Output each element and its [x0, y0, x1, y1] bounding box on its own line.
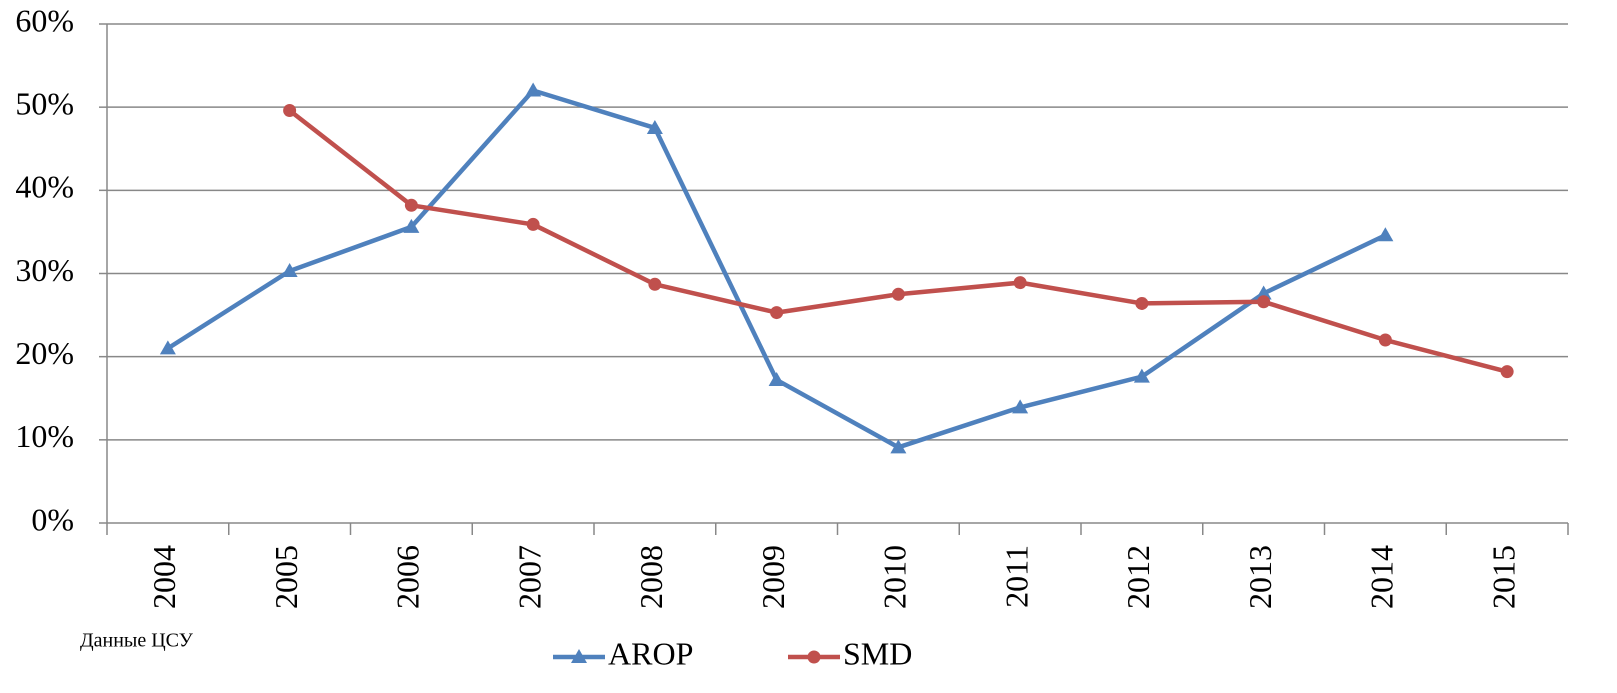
x-tick-label: 2012: [1120, 545, 1156, 609]
legend-marker: [571, 649, 587, 663]
data-point: [891, 287, 905, 301]
x-tick-label: 2008: [633, 545, 669, 609]
data-point: [1013, 276, 1027, 290]
x-tick-label: 2014: [1364, 545, 1400, 609]
x-tick-label: 2009: [755, 545, 791, 609]
legend-label: AROP: [608, 635, 693, 671]
y-tick-label: 20%: [15, 335, 74, 371]
data-point: [1133, 368, 1150, 383]
data-point: [403, 218, 420, 233]
y-tick-label: 0%: [31, 501, 74, 537]
data-point: [1378, 333, 1392, 347]
data-point: [404, 198, 418, 212]
legend-label: SMD: [843, 635, 912, 671]
data-point: [646, 119, 663, 134]
x-tick-label: 2015: [1485, 545, 1521, 609]
data-point: [525, 82, 542, 97]
data-point: [1012, 399, 1029, 414]
x-tick-label: 2004: [146, 545, 182, 609]
x-tick-label: 2005: [268, 545, 304, 609]
y-tick-label: 10%: [15, 418, 74, 454]
data-point: [1135, 296, 1149, 310]
data-point: [283, 103, 297, 117]
data-point: [648, 277, 662, 291]
data-point: [770, 306, 784, 320]
y-tick-label: 50%: [15, 86, 74, 122]
x-tick-label: 2007: [511, 545, 547, 609]
x-tick-label: 2013: [1242, 545, 1278, 609]
y-tick-label: 60%: [15, 2, 74, 38]
y-tick-label: 30%: [15, 252, 74, 288]
data-point: [1255, 285, 1272, 300]
data-point: [526, 217, 540, 231]
data-point: [1257, 295, 1271, 309]
data-point: [1377, 227, 1394, 242]
series-line: [288, 108, 1508, 374]
data-point: [890, 439, 907, 454]
y-tick-label: 40%: [15, 169, 74, 205]
legend-marker: [807, 650, 821, 664]
data-point: [1500, 365, 1514, 379]
source-note: Данные ЦСУ: [80, 630, 194, 652]
data-point: [281, 263, 298, 278]
series-line: [166, 88, 1387, 450]
data-point: [768, 371, 785, 386]
x-tick-label: 2010: [877, 545, 913, 609]
x-tick-label: 2011: [998, 545, 1034, 608]
data-point: [159, 340, 176, 355]
x-tick-label: 2006: [390, 545, 426, 609]
